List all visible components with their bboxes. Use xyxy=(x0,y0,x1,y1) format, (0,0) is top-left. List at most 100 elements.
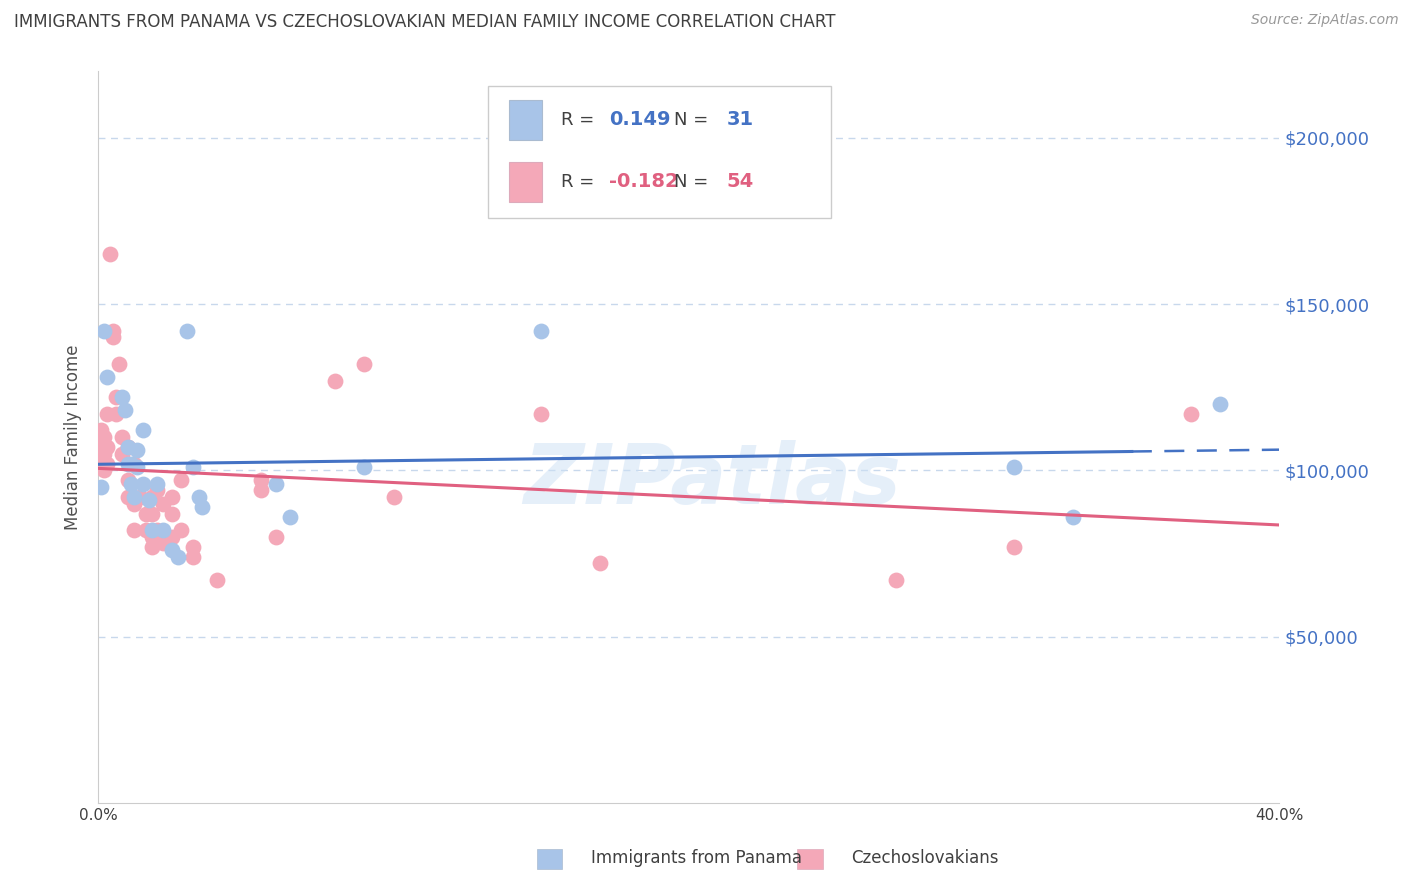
Point xyxy=(141,540,163,554)
Point xyxy=(205,573,228,587)
Point xyxy=(90,440,112,454)
Point xyxy=(181,540,204,554)
Point xyxy=(96,370,118,384)
Point xyxy=(146,523,169,537)
Text: 54: 54 xyxy=(727,172,754,191)
Point xyxy=(181,460,204,475)
Bar xyxy=(797,849,823,869)
Point xyxy=(162,490,183,504)
Point xyxy=(120,457,142,471)
Point xyxy=(117,440,139,454)
Point xyxy=(170,523,193,537)
Text: 31: 31 xyxy=(727,111,754,129)
Point xyxy=(176,324,198,338)
Point xyxy=(135,507,157,521)
Point xyxy=(132,476,155,491)
Point xyxy=(90,424,112,438)
Text: N =: N = xyxy=(673,111,714,128)
Point xyxy=(93,463,115,477)
Point xyxy=(141,530,163,544)
Point xyxy=(382,490,405,504)
Point xyxy=(250,473,273,487)
Point xyxy=(141,523,163,537)
Point xyxy=(138,493,160,508)
Point xyxy=(162,507,183,521)
Point xyxy=(122,490,145,504)
Point xyxy=(111,390,134,404)
Point xyxy=(1002,540,1025,554)
Point xyxy=(162,543,183,558)
Point xyxy=(117,440,139,454)
Point xyxy=(108,357,131,371)
Point xyxy=(117,490,139,504)
Point xyxy=(117,457,139,471)
Point xyxy=(105,407,128,421)
Point xyxy=(191,500,214,514)
FancyBboxPatch shape xyxy=(509,100,543,140)
Text: Immigrants from Panama: Immigrants from Panama xyxy=(591,849,801,867)
Point xyxy=(884,573,907,587)
Point xyxy=(1062,509,1084,524)
Point xyxy=(146,476,169,491)
Point xyxy=(264,530,287,544)
Text: IMMIGRANTS FROM PANAMA VS CZECHOSLOVAKIAN MEDIAN FAMILY INCOME CORRELATION CHART: IMMIGRANTS FROM PANAMA VS CZECHOSLOVAKIA… xyxy=(14,13,835,31)
Text: -0.182: -0.182 xyxy=(609,172,678,191)
Y-axis label: Median Family Income: Median Family Income xyxy=(65,344,83,530)
Point xyxy=(170,473,193,487)
Text: N =: N = xyxy=(673,173,714,191)
Point xyxy=(98,247,121,261)
Point xyxy=(250,483,273,498)
Point xyxy=(278,509,302,524)
Point xyxy=(264,476,287,491)
Text: ZIPatlas: ZIPatlas xyxy=(523,441,901,522)
Point xyxy=(589,557,612,571)
Point xyxy=(141,507,163,521)
Point xyxy=(122,497,145,511)
Point xyxy=(152,523,174,537)
Point xyxy=(1002,460,1025,475)
Point xyxy=(105,390,128,404)
Point xyxy=(125,443,148,458)
Point xyxy=(125,460,148,475)
Point xyxy=(1209,397,1232,411)
Text: R =: R = xyxy=(561,173,600,191)
Point xyxy=(152,536,174,550)
Point xyxy=(353,357,375,371)
Point xyxy=(146,483,169,498)
Bar xyxy=(537,849,562,869)
Point xyxy=(530,407,553,421)
Point xyxy=(111,430,134,444)
Point xyxy=(93,447,115,461)
Point xyxy=(90,457,112,471)
Text: Source: ZipAtlas.com: Source: ZipAtlas.com xyxy=(1251,13,1399,28)
Point xyxy=(90,480,112,494)
Point xyxy=(103,324,125,338)
Point xyxy=(135,523,157,537)
Point xyxy=(181,549,204,564)
Point xyxy=(128,490,150,504)
Text: R =: R = xyxy=(561,111,600,128)
Point xyxy=(96,407,118,421)
Text: 0.149: 0.149 xyxy=(609,111,671,129)
Point xyxy=(187,490,209,504)
Point xyxy=(122,457,145,471)
Text: Czechoslovakians: Czechoslovakians xyxy=(851,849,998,867)
Point xyxy=(111,447,134,461)
Point xyxy=(1180,407,1202,421)
Point xyxy=(162,530,183,544)
FancyBboxPatch shape xyxy=(509,161,543,202)
FancyBboxPatch shape xyxy=(488,86,831,218)
Point xyxy=(323,374,346,388)
Point xyxy=(353,460,375,475)
Point xyxy=(132,424,155,438)
Point xyxy=(152,497,174,511)
Point xyxy=(122,523,145,537)
Point xyxy=(141,490,163,504)
Point xyxy=(114,403,136,417)
Point xyxy=(120,476,142,491)
Point xyxy=(96,440,118,454)
Point xyxy=(93,324,115,338)
Point xyxy=(93,430,115,444)
Point xyxy=(530,324,553,338)
Point xyxy=(103,330,125,344)
